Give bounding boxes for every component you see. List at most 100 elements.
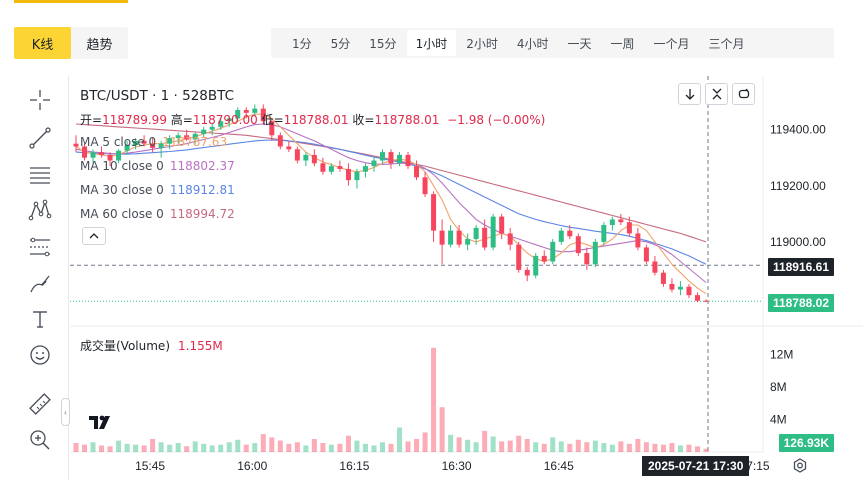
candle-body xyxy=(686,286,692,296)
volume-bar xyxy=(584,442,590,452)
candle-body xyxy=(703,300,709,302)
candle-body xyxy=(465,239,471,245)
pattern-icon[interactable] xyxy=(26,196,54,224)
candle-body xyxy=(516,244,522,270)
toolbar-collapse-handle[interactable]: ‹ xyxy=(61,398,70,426)
ma5-label: MA 5 close 0 xyxy=(80,135,157,149)
legend-collapse-button[interactable] xyxy=(82,227,106,245)
interval-1[interactable]: 5分 xyxy=(330,36,351,51)
candle-body xyxy=(311,154,317,164)
volume-bar xyxy=(473,442,479,452)
last-price-tag: 118788.02 xyxy=(767,294,834,312)
high-value: 118790.00 xyxy=(192,113,258,127)
text-icon[interactable] xyxy=(26,305,54,333)
reset-chart-button[interactable] xyxy=(732,83,755,105)
ma10-label: MA 10 close 0 xyxy=(80,159,164,173)
interval-6[interactable]: 一天 xyxy=(567,36,592,51)
candle-body xyxy=(388,152,394,164)
candle-body xyxy=(456,230,462,245)
volume-bar xyxy=(601,443,607,452)
volume-bar xyxy=(371,445,377,452)
collapse-chart-button[interactable] xyxy=(705,83,728,105)
interval-3[interactable]: 1小时 xyxy=(406,30,457,56)
volume-bar xyxy=(328,444,334,452)
candlestick-chart[interactable]: 119400.00 119200.00 119000.00 12M 8M 4M 15:45 1… xyxy=(70,76,863,492)
volume-bar xyxy=(192,441,198,452)
volume-bar xyxy=(652,443,658,452)
tab-trend[interactable]: 趋势 xyxy=(86,37,113,53)
volume-bar xyxy=(73,443,79,452)
volume-bar xyxy=(550,437,556,452)
fibonacci-icon[interactable] xyxy=(26,233,54,261)
volume-bar xyxy=(354,440,360,452)
last-volume-tag: 126.93K xyxy=(778,434,834,452)
candle-body xyxy=(422,177,428,195)
brush-icon[interactable] xyxy=(26,269,54,297)
candle-body xyxy=(618,219,624,223)
volume-bar xyxy=(345,435,351,452)
volume-bar xyxy=(448,434,454,452)
candle-body xyxy=(541,255,547,262)
ma30-label: MA 30 close 0 xyxy=(80,183,164,197)
interval-selector: 1分 5分 15分 1小时 2小时 4小时 一天 一周 一个月 三个月 xyxy=(271,28,834,58)
trend-line-icon[interactable] xyxy=(26,124,54,152)
candle-body xyxy=(473,227,479,240)
interval-2[interactable]: 15分 xyxy=(369,36,397,51)
volume-bar xyxy=(158,442,164,452)
candle-body xyxy=(201,129,207,134)
scroll-to-latest-button[interactable] xyxy=(678,83,701,105)
interval-8[interactable]: 一个月 xyxy=(653,36,690,51)
volume-bar xyxy=(286,443,292,452)
candle-body xyxy=(184,135,190,140)
crosshair-icon[interactable] xyxy=(26,86,54,114)
volume-bar xyxy=(422,432,428,452)
volume-bar xyxy=(575,439,581,452)
interval-5[interactable]: 4小时 xyxy=(516,36,549,51)
volume-bar xyxy=(133,444,139,452)
volume-bar xyxy=(260,434,266,452)
candle-body xyxy=(677,286,683,290)
open-value: 118789.99 xyxy=(102,113,167,127)
price-tick-label: 119000.00 xyxy=(770,235,826,249)
ohlc-readout: 开=118789.99 高=118790.00 低=118788.01 收=11… xyxy=(80,111,545,128)
ma30-legend: MA 30 close 0 118912.81 xyxy=(80,183,235,197)
volume-bar xyxy=(414,438,420,452)
settings-icon[interactable] xyxy=(791,457,809,475)
close-label: 收= xyxy=(352,113,375,127)
zoom-in-icon[interactable] xyxy=(26,426,54,454)
candle-body xyxy=(362,166,368,172)
chart-area[interactable]: 119400.00 119200.00 119000.00 12M 8M 4M 15:45 1… xyxy=(70,76,863,492)
candle-body xyxy=(124,145,130,151)
candle-body xyxy=(277,135,283,147)
interval-7[interactable]: 一周 xyxy=(610,36,635,51)
volume-bar xyxy=(609,444,615,452)
tab-kline[interactable]: K线 xyxy=(14,27,71,59)
time-tick-label: 15:45 xyxy=(135,459,165,473)
candle-body xyxy=(133,140,139,146)
emoji-icon[interactable] xyxy=(26,341,54,369)
volume-bar xyxy=(618,441,624,452)
interval-0[interactable]: 1分 xyxy=(292,36,312,51)
candle-body xyxy=(167,138,173,144)
volume-bar xyxy=(167,444,173,452)
volume-bar xyxy=(397,427,403,452)
volume-bar xyxy=(482,430,488,452)
ma30-value: 118912.81 xyxy=(169,183,235,197)
volume-bar xyxy=(320,443,326,452)
volume-bar xyxy=(362,443,368,452)
volume-value: 1.155M xyxy=(178,339,223,353)
horizontal-lines-icon[interactable] xyxy=(26,160,54,188)
interval-9[interactable]: 三个月 xyxy=(708,36,745,51)
interval-4[interactable]: 2小时 xyxy=(466,36,498,51)
candle-body xyxy=(150,143,156,148)
volume-bar xyxy=(175,443,181,452)
volume-bar xyxy=(209,445,215,452)
volume-bar xyxy=(235,439,241,452)
ma60-legend: MA 60 close 0 118994.72 xyxy=(80,207,235,221)
candle-body xyxy=(609,219,615,226)
candle-body xyxy=(218,121,224,127)
ruler-icon[interactable] xyxy=(26,390,54,418)
volume-bar xyxy=(660,444,666,452)
candle-body xyxy=(669,283,675,290)
volume-bar xyxy=(277,440,283,452)
